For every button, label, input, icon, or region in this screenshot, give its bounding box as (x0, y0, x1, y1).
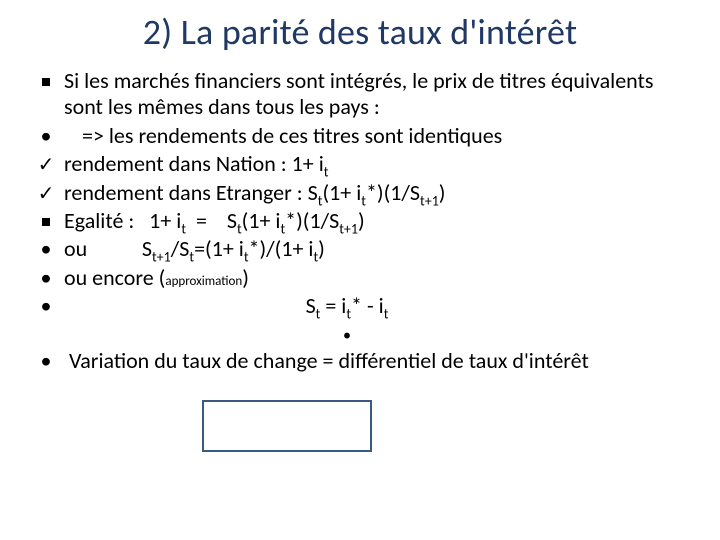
list-item-text: ou St+1/St=(1+ it*)/(1+ it) (64, 235, 325, 262)
list-item-text: St = it* - it• (64, 293, 690, 346)
slide-title: 2) La parité des taux d'intérêt (30, 10, 690, 54)
list-item: Si les marchés financiers sont intégrés,… (30, 68, 690, 121)
list-item: St = it* - it• (30, 293, 690, 346)
list-item: Egalité : 1+ it = St(1+ it*)(1/St+1) (30, 208, 690, 234)
list-item: rendement dans Nation : 1+ it (30, 151, 690, 177)
check-bullet-icon (36, 180, 56, 206)
list-item-text: Si les marchés financiers sont intégrés,… (64, 67, 654, 120)
dot-bullet-icon (36, 348, 56, 374)
list-item-text: rendement dans Nation : 1+ it (64, 150, 328, 177)
slide: 2) La parité des taux d'intérêt Si les m… (0, 0, 720, 540)
list-item: Variation du taux de change = différenti… (30, 348, 690, 374)
list-item-text: ou encore (approximation) (64, 264, 249, 291)
check-bullet-icon (36, 151, 56, 177)
list-item-text: rendement dans Etranger : St(1+ it*)(1/S… (64, 179, 445, 206)
dot-bullet-icon (36, 236, 56, 262)
list-item-text: Variation du taux de change = différenti… (64, 347, 589, 374)
dot-bullet-icon (36, 123, 56, 149)
slide-body: Si les marchés financiers sont intégrés,… (30, 68, 690, 374)
list-item-text: Egalité : 1+ it = St(1+ it*)(1/St+1) (64, 207, 365, 234)
square-bullet-icon (36, 68, 56, 94)
list-item-text: => les rendements de ces titres sont ide… (64, 122, 502, 149)
bullet-list: Si les marchés financiers sont intégrés,… (30, 68, 690, 374)
formula-highlight-box (202, 400, 372, 452)
list-item: ou St+1/St=(1+ it*)/(1+ it) (30, 236, 690, 262)
dot-bullet-icon (36, 293, 56, 319)
dot-bullet-icon (36, 265, 56, 291)
list-item: rendement dans Etranger : St(1+ it*)(1/S… (30, 180, 690, 206)
square-bullet-icon (36, 208, 56, 234)
list-item: => les rendements de ces titres sont ide… (30, 123, 690, 149)
list-item: ou encore (approximation) (30, 265, 690, 291)
